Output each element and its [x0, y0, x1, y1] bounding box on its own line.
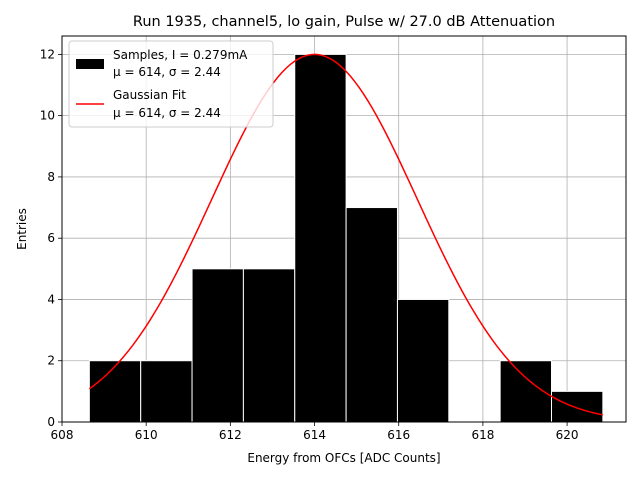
x-tick-label: 614 [303, 428, 326, 442]
y-tick-label: 4 [47, 292, 55, 306]
y-tick-label: 0 [47, 415, 55, 429]
histogram-bars [88, 53, 604, 423]
legend-samples-label: Samples, I = 0.279mA [113, 48, 248, 62]
y-tick-label: 12 [40, 47, 55, 61]
y-tick-label: 2 [47, 354, 55, 368]
x-tick-label: 616 [387, 428, 410, 442]
y-tick-label: 10 [40, 109, 55, 123]
legend: Samples, I = 0.279mA μ = 614, σ = 2.44 G… [68, 40, 274, 128]
histogram-bar [551, 390, 604, 423]
x-tick-label: 618 [471, 428, 494, 442]
x-axis-label: Energy from OFCs [ADC Counts] [247, 451, 440, 465]
histogram-bar [345, 207, 398, 423]
histogram-bar [396, 298, 450, 423]
legend-samples-stats: μ = 614, σ = 2.44 [113, 65, 221, 79]
y-tick-label: 8 [47, 170, 55, 184]
plot-frame [61, 35, 627, 423]
histogram-bar [242, 268, 296, 423]
legend-fit-label: Gaussian Fit [113, 88, 186, 102]
x-tick-label: 610 [135, 428, 158, 442]
histogram-bar [88, 360, 142, 423]
legend-box [68, 40, 274, 128]
x-tick-label: 612 [219, 428, 242, 442]
gaussian-fit-line [88, 53, 604, 416]
histogram-bar [294, 53, 347, 423]
x-tick-label: 608 [51, 428, 74, 442]
gaussian-fit [88, 53, 604, 416]
x-axis-ticks: 608 610 612 614 616 618 620 [51, 422, 579, 442]
chart-title: Run 1935, channel5, lo gain, Pulse w/ 27… [133, 14, 555, 30]
y-axis-ticks: 0 2 4 6 8 10 12 [40, 47, 62, 429]
histogram-bar [191, 268, 244, 423]
y-tick-label: 6 [47, 231, 55, 245]
y-axis-label: Entries [15, 208, 29, 250]
legend-fit-stats: μ = 614, σ = 2.44 [113, 106, 221, 120]
x-tick-label: 620 [556, 428, 579, 442]
histogram-bar [140, 360, 193, 423]
legend-samples-swatch [76, 59, 104, 69]
